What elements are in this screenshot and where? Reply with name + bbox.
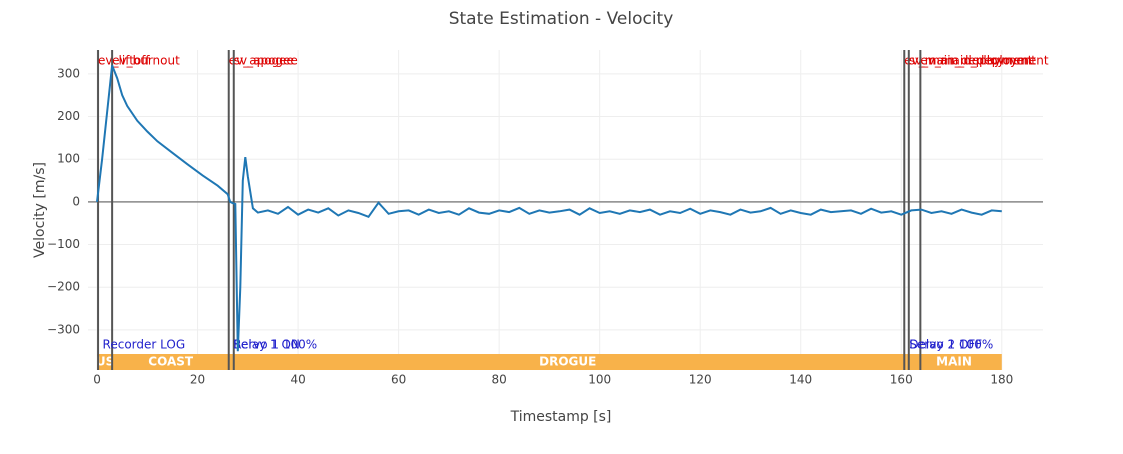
x-tick-label: 180	[990, 373, 1013, 387]
phase-label: MAIN	[936, 355, 972, 369]
y-tick-label: 100	[57, 152, 80, 166]
x-axis-title: Timestamp [s]	[510, 409, 612, 425]
y-tick-label: 0	[72, 194, 80, 208]
y-tick-label: 300	[57, 66, 80, 80]
annotation: Servo 1 100%	[233, 338, 317, 352]
x-tick-label: 40	[290, 373, 305, 387]
event-label: ev_burnout	[112, 54, 180, 68]
y-tick-label: −100	[47, 237, 80, 251]
event-label: sv_main_deployment	[909, 54, 1036, 68]
y-axis-title: Velocity [m/s]	[32, 162, 48, 258]
event-label: ev_apogee	[229, 54, 294, 68]
line-series	[96, 65, 1002, 352]
y-tick-label: −300	[47, 322, 80, 336]
x-tick-label: 60	[391, 373, 406, 387]
phase-bar	[229, 354, 907, 370]
event-label: ev_main_deployment	[904, 54, 1033, 68]
event-label: sv_apogee	[234, 54, 298, 68]
phase-bar	[97, 354, 113, 370]
x-tick-label: 80	[492, 373, 507, 387]
phase-bar	[906, 354, 1002, 370]
chart-title: State Estimation - Velocity	[449, 9, 674, 29]
annotation: Recorder LOG	[103, 338, 186, 352]
x-tick-label: 160	[890, 373, 913, 387]
x-tick-label: 140	[789, 373, 812, 387]
phase-label: DROGUE	[539, 355, 596, 369]
event-label: ev_main_deployment	[920, 54, 1049, 68]
phase-label: COAST	[148, 355, 194, 369]
y-tick-label: 200	[57, 109, 80, 123]
event-label: ev_liftoff	[98, 54, 150, 68]
x-tick-label: 120	[689, 373, 712, 387]
x-tick-label: 100	[588, 373, 611, 387]
annotation: Delay 1 OFF	[909, 338, 982, 352]
x-tick-label: 0	[93, 373, 101, 387]
y-tick-label: −200	[47, 280, 80, 294]
x-tick-label: 20	[190, 373, 205, 387]
phase-bar	[112, 354, 230, 370]
annotation: Servo 2 100%	[909, 338, 993, 352]
annotation: Relay 1 ON	[233, 338, 300, 352]
